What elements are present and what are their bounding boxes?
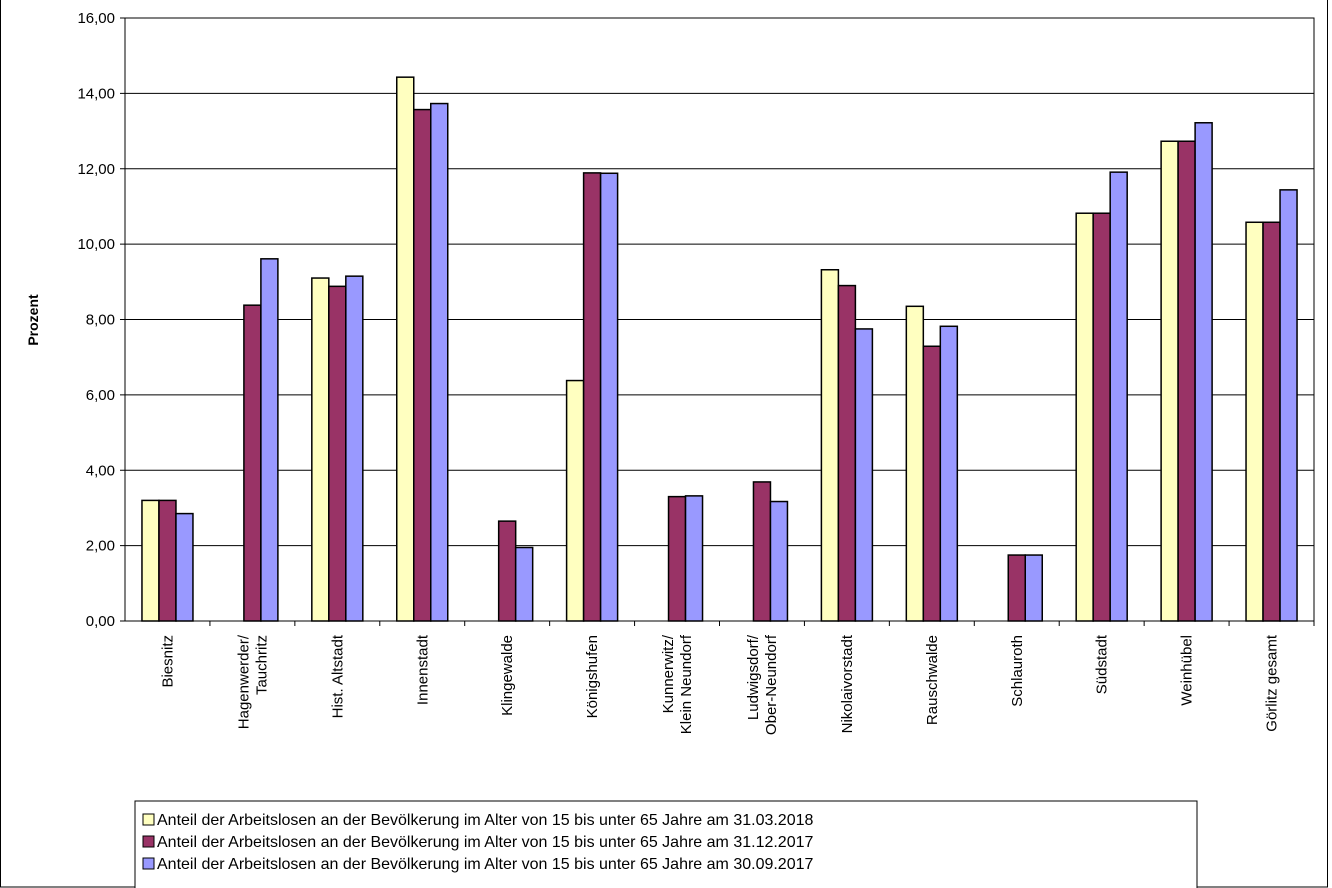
bar [1279,189,1298,622]
bar [413,108,432,622]
bar [311,277,330,622]
y-tick-label: 4,00 [86,462,115,479]
bar [396,76,415,622]
legend-swatch [142,813,155,826]
x-tick-label: Hist. Altstadt [329,634,346,718]
legend-label: Anteil der Arbeitslosen an der Bevölkeru… [157,812,814,829]
x-tick-label: Klingewalde [499,635,516,716]
bar [243,304,262,622]
bar [684,495,704,622]
y-tick-label: 0,00 [86,613,115,630]
x-tick-label: Ludwigsdorf/Ober-Neundorf [745,634,780,735]
x-tick-label: Hagenwerder/Tauchritz [235,634,270,729]
bar [837,284,857,622]
bar [345,275,364,622]
x-tick-label: Rauschwalde [924,635,941,725]
bar [667,495,687,622]
x-tick-label: Kunnerwitz/Klein Neundorf [660,634,695,734]
bar [599,172,619,622]
bar [905,305,925,622]
legend-swatch [142,857,155,870]
y-tick-label: 6,00 [86,387,115,404]
legend [134,800,1198,888]
legend-swatch [142,835,155,848]
y-tick-label: 12,00 [77,161,115,178]
y-tick-label: 8,00 [86,312,115,329]
bar [820,269,840,622]
x-tick-label: Schlauroth [1009,635,1026,707]
bar [328,285,347,622]
x-tick-label: Nikolaivorstadt [839,634,856,733]
x-tick-label: Görlitz gesamt [1264,634,1281,732]
bar [175,512,194,622]
bar [260,258,279,622]
bar [939,325,959,622]
bar [1109,171,1128,622]
y-axis-label: Prozent [25,294,41,346]
y-tick-label: 14,00 [77,85,115,102]
y-tick-label: 10,00 [77,236,115,253]
bar [582,172,602,622]
bar [1160,140,1179,622]
bar [514,546,534,622]
bar [497,520,517,622]
x-tick-label: Biesnitz [159,635,176,688]
x-tick-label: Innenstadt [414,634,431,705]
bar [854,328,874,622]
x-tick-label: Weinhübel [1179,635,1196,706]
bar [1262,221,1281,622]
bar [1245,221,1264,622]
bar [1194,122,1213,622]
bar [1024,554,1043,622]
bar [565,379,585,622]
plot-area [124,17,1315,622]
y-tick-label: 16,00 [77,10,115,27]
bar [752,481,772,622]
bar [430,102,449,622]
bar [922,345,942,622]
bar [1177,140,1196,622]
bar [141,499,160,622]
y-tick-label: 2,00 [86,538,115,555]
x-tick-label: Königshufen [584,635,601,718]
x-tick-label: Südstadt [1094,634,1111,694]
legend-label: Anteil der Arbeitslosen an der Bevölkeru… [157,856,814,873]
bar [1075,212,1094,622]
legend-label: Anteil der Arbeitslosen an der Bevölkeru… [157,834,814,851]
bar [769,500,789,622]
bar [1007,554,1026,622]
bar [1092,212,1111,622]
bar [158,499,177,622]
